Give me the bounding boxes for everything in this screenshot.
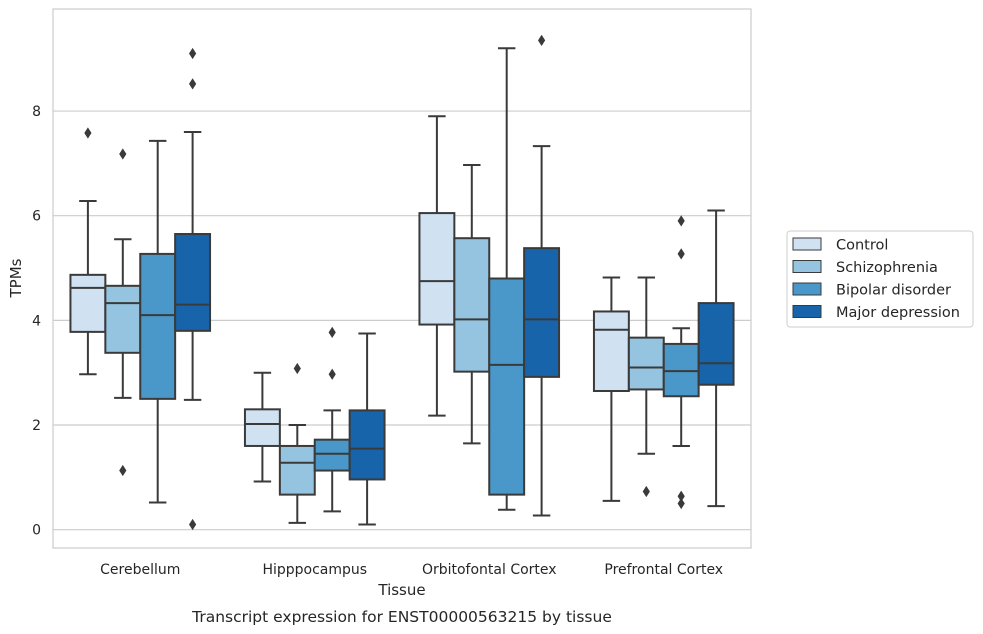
y-tick-label: 2 [32,418,41,434]
legend-swatch [792,260,822,273]
outlier-point [189,47,197,60]
outlier-point [642,485,650,498]
iqr-box [348,409,386,481]
iqr-box [488,277,526,496]
outlier-point [189,78,197,90]
iqr-box [174,233,212,332]
legend-label: Major depression [836,305,960,321]
iqr-box [243,408,281,447]
legend-label: Control [836,238,888,254]
outlier-point [328,368,336,380]
box-0-3 [174,47,212,531]
x-tick-label: Cerebellum [100,562,180,578]
iqr-box [627,336,665,391]
outlier-point [328,326,336,339]
iqr-box [523,247,561,378]
y-tick-labels: 0 2 4 6 8 [32,104,41,539]
iqr-box [453,237,491,373]
iqr-box [418,212,456,326]
y-tick-label: 4 [32,313,41,329]
box-1-1 [278,362,316,524]
legend-swatch [792,237,822,251]
box-1-3 [348,332,386,526]
box-0-2 [139,139,177,504]
legend-label: Bipolar disorder [836,283,951,299]
y-tick-label: 0 [32,523,41,539]
outlier-point [119,464,127,477]
box-3-0 [592,276,630,502]
box-1-0 [243,371,281,483]
legend-label: Schizophrenia [836,260,938,276]
box-2-3 [523,34,561,517]
plot-frame [52,8,752,549]
iqr-box [69,273,107,333]
legend: Control Schizophrenia Bipolar disorder Majo… [786,230,974,328]
box-3-1 [627,276,665,498]
outlier-point [677,490,685,502]
iqr-box [139,252,177,400]
iqr-box [313,438,351,472]
x-tick-label: Orbitofontal Cortex [422,562,557,578]
x-axis-label: Tissue [377,581,425,599]
box-3-2 [662,215,700,510]
x-tick-label: Hipppocampus [262,562,367,578]
outlier-point [119,148,127,160]
legend-swatch [792,282,822,296]
x-tick-labels: Cerebellum Hipppocampus Orbitofontal Corte… [100,562,723,578]
iqr-box [278,444,316,496]
chart-caption: Transcript expression for ENST0000056321… [191,608,612,626]
outlier-point [677,248,685,260]
y-tick-label: 6 [32,209,41,225]
iqr-box [592,310,630,393]
outlier-point [538,34,546,47]
box-2-2 [488,47,526,511]
iqr-box [662,342,700,398]
iqr-box [104,284,142,354]
box-0-1 [104,148,142,477]
outlier-point [293,362,301,375]
outlier-point [677,497,685,510]
box-groups [69,34,735,531]
box-3-3 [697,209,735,508]
outlier-point [189,518,197,531]
y-axis-label: TPMs [7,258,25,298]
legend-frame [786,230,974,328]
outlier-point [84,127,92,139]
legend-swatch [792,305,822,318]
y-tick-label: 8 [32,104,41,120]
iqr-box [697,302,735,386]
x-tick-label: Prefrontal Cortex [604,562,723,578]
box-1-2 [313,326,351,513]
outlier-point [677,215,685,227]
box-0-0 [69,127,107,376]
